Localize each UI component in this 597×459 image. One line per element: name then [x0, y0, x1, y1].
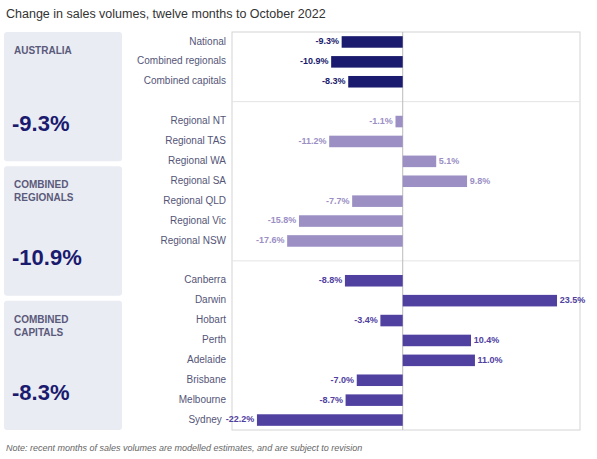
y-tick-label: Combined regionals	[137, 55, 226, 66]
y-tick-label: Canberra	[184, 274, 226, 285]
bar	[403, 156, 436, 168]
y-tick-label: Regional QLD	[163, 195, 226, 206]
y-tick-label: Regional NSW	[160, 235, 226, 246]
y-tick-label: Regional WA	[168, 155, 226, 166]
data-label: 10.4%	[474, 335, 500, 345]
background	[0, 0, 597, 459]
bar	[342, 36, 403, 48]
panel-value: -8.3%	[12, 380, 69, 405]
y-tick-label: Sydney	[188, 414, 221, 425]
bar	[346, 394, 403, 406]
bar	[403, 355, 475, 367]
y-tick-label: Darwin	[195, 294, 226, 305]
y-tick-label: Regional NT	[170, 115, 226, 126]
y-tick-labels: National Combined regionals Combined capit…	[137, 36, 227, 425]
y-tick-label: Hobart	[196, 314, 226, 325]
data-label: -7.0%	[331, 375, 355, 385]
data-label: 5.1%	[439, 156, 460, 166]
bar	[329, 136, 403, 148]
data-label: -8.3%	[322, 76, 346, 86]
bar	[403, 295, 557, 307]
data-label: 11.0%	[478, 355, 503, 365]
panel-label-line: COMBINED	[14, 179, 68, 190]
panel-label: COMBINED REGIONALS	[14, 179, 74, 203]
panel-label-line: CAPITALS	[14, 327, 64, 338]
bar	[257, 414, 403, 426]
data-label: -17.6%	[256, 235, 285, 245]
panel-label: AUSTRALIA	[14, 45, 72, 56]
bars	[257, 36, 557, 426]
plot-frame	[232, 32, 580, 430]
summary-panel: COMBINED CAPITALS -8.3%	[4, 301, 122, 430]
note: Note: recent months of sales volumes are…	[6, 443, 362, 453]
data-label: 9.8%	[470, 176, 491, 186]
data-label: -10.9%	[300, 56, 329, 66]
summary-panel: AUSTRALIA -9.3%	[4, 32, 122, 161]
bar	[299, 215, 403, 227]
data-label: -15.8%	[268, 215, 297, 225]
bar	[348, 76, 402, 88]
summary-panel: COMBINED REGIONALS -10.9%	[4, 166, 122, 295]
data-label: -3.4%	[354, 315, 378, 325]
bar	[357, 374, 403, 386]
panel-value: -9.3%	[12, 111, 69, 136]
data-labels: -9.3% -10.9% -8.3% -1.1% -11.2% 5.1% 9.8% -7.7%…	[226, 36, 585, 424]
data-label: -9.3%	[316, 36, 340, 46]
title: Change in sales volumes, twelve months t…	[6, 7, 326, 21]
bar	[352, 195, 403, 207]
y-tick-label: Regional TAS	[165, 135, 226, 146]
bar	[287, 235, 403, 247]
y-tick-label: Melbourne	[179, 394, 227, 405]
bar	[380, 315, 402, 327]
panel-background	[4, 32, 122, 161]
chart: Change in sales volumes, twelve months t…	[0, 0, 597, 459]
panel-value: -10.9%	[12, 245, 82, 270]
bar	[395, 116, 402, 128]
panel-label-line: REGIONALS	[14, 192, 74, 203]
data-label: 23.5%	[560, 295, 586, 305]
data-label: -7.7%	[326, 196, 350, 206]
y-tick-label: National	[189, 36, 226, 47]
y-tick-label: Regional SA	[170, 175, 226, 186]
group-separator	[232, 260, 580, 261]
bar	[403, 335, 471, 347]
y-tick-label: Brisbane	[187, 374, 227, 385]
y-tick-label: Combined capitals	[144, 75, 226, 86]
bar	[345, 275, 403, 287]
data-label: -11.2%	[299, 136, 327, 146]
bar	[403, 175, 467, 187]
panel-label: COMBINED CAPITALS	[14, 314, 68, 338]
y-tick-label: Adelaide	[187, 354, 226, 365]
data-label: -1.1%	[369, 116, 393, 126]
zero-line	[402, 32, 403, 430]
bar	[331, 56, 403, 68]
y-tick-label: Perth	[202, 334, 226, 345]
data-label: -8.7%	[319, 395, 343, 405]
data-label: -8.8%	[319, 275, 343, 285]
group-separator	[232, 101, 580, 102]
panel-background	[4, 166, 122, 295]
data-label: -22.2%	[226, 414, 255, 424]
panel-label-line: COMBINED	[14, 314, 68, 325]
y-tick-label: Regional Vic	[170, 215, 226, 226]
panel-label-line: AUSTRALIA	[14, 45, 72, 56]
panel-background	[4, 301, 122, 430]
